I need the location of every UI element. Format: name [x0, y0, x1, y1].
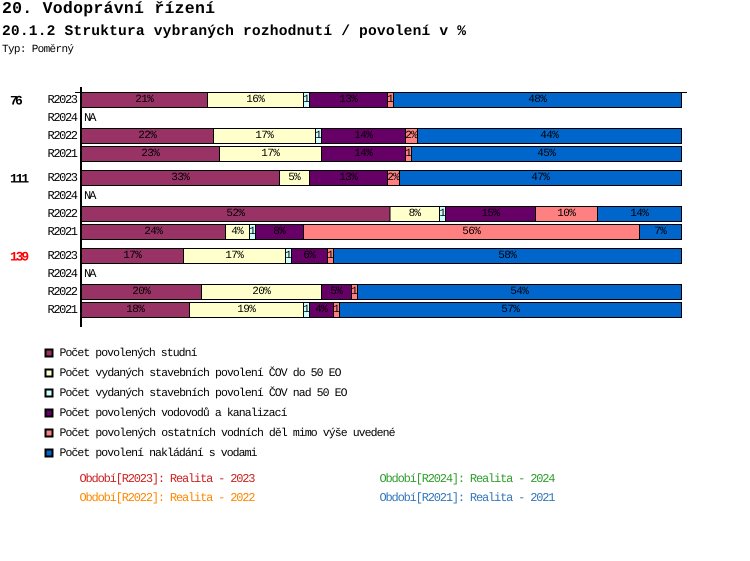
svg-text:54%: 54%	[510, 286, 529, 298]
svg-text:5%: 5%	[330, 286, 343, 298]
svg-text:17%: 17%	[255, 130, 274, 142]
svg-text:45%: 45%	[537, 148, 556, 160]
svg-text:NA: NA	[84, 267, 97, 281]
svg-text:24%: 24%	[144, 226, 163, 238]
svg-text:Počet povolení nakládání s vod: Počet povolení nakládání s vodami	[60, 447, 258, 460]
svg-text:58%: 58%	[498, 250, 517, 262]
svg-text:76: 76	[10, 94, 23, 109]
svg-text:R2023: R2023	[48, 171, 79, 185]
svg-text:R2024: R2024	[48, 267, 79, 281]
svg-text:20. Vodoprávní řízení: 20. Vodoprávní řízení	[2, 0, 215, 18]
svg-text:1: 1	[351, 286, 358, 298]
svg-text:10%: 10%	[557, 208, 576, 220]
svg-text:20%: 20%	[252, 286, 271, 298]
svg-text:17%: 17%	[123, 250, 142, 262]
svg-text:2%: 2%	[405, 130, 418, 142]
svg-text:R2022: R2022	[48, 207, 79, 221]
svg-text:1: 1	[285, 250, 292, 262]
svg-text:139: 139	[10, 250, 29, 265]
svg-text:111: 111	[10, 172, 29, 187]
svg-text:Počet povolených studní: Počet povolených studní	[60, 347, 198, 360]
svg-text:13%: 13%	[339, 94, 358, 106]
svg-text:56%: 56%	[462, 226, 481, 238]
svg-text:R2022: R2022	[48, 285, 79, 299]
svg-text:1: 1	[439, 208, 446, 220]
svg-text:2%: 2%	[387, 172, 400, 184]
svg-text:1: 1	[315, 130, 322, 142]
svg-text:1: 1	[303, 304, 310, 316]
svg-text:7%: 7%	[654, 226, 667, 238]
svg-text:57%: 57%	[501, 304, 520, 316]
svg-text:44%: 44%	[540, 130, 559, 142]
svg-text:16%: 16%	[246, 94, 265, 106]
svg-text:1: 1	[249, 226, 256, 238]
svg-text:22%: 22%	[138, 130, 157, 142]
svg-text:48%: 48%	[528, 94, 547, 106]
svg-text:4%: 4%	[315, 304, 328, 316]
svg-text:8%: 8%	[409, 208, 422, 220]
svg-text:20.1.2 Struktura vybraných roz: 20.1.2 Struktura vybraných rozhodnutí / …	[2, 24, 466, 40]
svg-text:Období[R2024]: Realita - 2024: Období[R2024]: Realita - 2024	[380, 472, 556, 486]
svg-text:R2023: R2023	[48, 93, 79, 107]
svg-text:Období[R2021]: Realita - 2021: Období[R2021]: Realita - 2021	[380, 491, 556, 505]
svg-text:R2021: R2021	[48, 303, 79, 317]
svg-text:23%: 23%	[141, 148, 160, 160]
svg-text:15%: 15%	[481, 208, 500, 220]
svg-text:1: 1	[405, 148, 412, 160]
svg-text:14%: 14%	[354, 130, 373, 142]
svg-text:17%: 17%	[261, 148, 280, 160]
svg-text:17%: 17%	[225, 250, 244, 262]
svg-text:NA: NA	[84, 189, 97, 203]
svg-text:R2021: R2021	[48, 147, 79, 161]
svg-text:52%: 52%	[226, 208, 245, 220]
svg-text:R2022: R2022	[48, 129, 79, 143]
svg-text:5%: 5%	[288, 172, 301, 184]
svg-text:Období[R2023]: Realita - 2023: Období[R2023]: Realita - 2023	[80, 472, 256, 486]
svg-text:33%: 33%	[171, 172, 190, 184]
svg-text:4%: 4%	[231, 226, 244, 238]
svg-text:R2024: R2024	[48, 111, 79, 125]
svg-text:R2024: R2024	[48, 189, 79, 203]
svg-text:1: 1	[387, 94, 394, 106]
svg-text:1: 1	[327, 250, 334, 262]
svg-text:Počet vydaných stavebních povo: Počet vydaných stavebních povolení ČOV d…	[60, 366, 342, 380]
svg-text:47%: 47%	[531, 172, 550, 184]
svg-text:R2021: R2021	[48, 225, 79, 239]
svg-text:14%: 14%	[630, 208, 649, 220]
svg-text:Počet povolených vodovodů a ka: Počet povolených vodovodů a kanalizací	[60, 407, 288, 420]
svg-text:18%: 18%	[126, 304, 145, 316]
svg-text:21%: 21%	[135, 94, 154, 106]
svg-text:Typ: Poměrný: Typ: Poměrný	[2, 44, 74, 56]
svg-text:14%: 14%	[354, 148, 373, 160]
svg-text:20%: 20%	[132, 286, 151, 298]
svg-text:1: 1	[333, 304, 340, 316]
svg-text:NA: NA	[84, 111, 97, 125]
svg-text:R2023: R2023	[48, 249, 79, 263]
svg-text:6%: 6%	[303, 250, 316, 262]
svg-text:Počet povolených ostatních vod: Počet povolených ostatních vodních děl m…	[60, 427, 396, 440]
svg-text:13%: 13%	[339, 172, 358, 184]
svg-text:Počet vydaných stavebních povo: Počet vydaných stavebních povolení ČOV n…	[60, 386, 348, 400]
svg-text:Období[R2022]: Realita - 2022: Období[R2022]: Realita - 2022	[80, 491, 256, 505]
svg-text:8%: 8%	[273, 226, 286, 238]
svg-text:19%: 19%	[237, 304, 256, 316]
svg-text:1: 1	[303, 94, 310, 106]
